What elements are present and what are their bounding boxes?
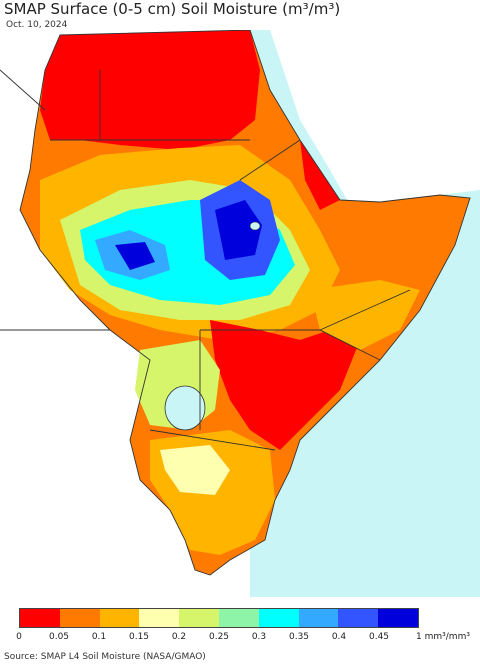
region-saturated-west <box>115 242 155 270</box>
region-dry-kenya <box>210 320 360 450</box>
outside-land-arabia <box>270 30 480 205</box>
map-title: SMAP Surface (0-5 cm) Soil Moisture (m³/… <box>4 0 341 18</box>
lake-tana <box>249 221 261 231</box>
colorbar-tick-label: 0.15 <box>128 632 150 642</box>
colorbar-tick-label: 0.4 <box>331 632 347 642</box>
source-credit: Source: SMAP L4 Soil Moisture (NASA/GMAO… <box>4 652 206 662</box>
colorbar-tick-label: 0.05 <box>48 632 70 642</box>
region-dry-east <box>300 140 340 210</box>
colorbar <box>19 608 419 628</box>
region-dry-north <box>40 30 260 150</box>
red-sea <box>250 30 345 200</box>
colorbar-swatch <box>59 609 100 627</box>
region-tanzania-green <box>160 445 230 495</box>
colorbar-swatch <box>338 609 379 627</box>
colorbar-tick-label: 0.25 <box>208 632 230 642</box>
colorbar-labels: 0 0.05 0.1 0.15 0.2 0.25 0.3 0.35 0.4 0.45 1 mm³/m… <box>0 632 480 646</box>
colorbar-tick-label: 0.3 <box>251 632 267 642</box>
colorbar-swatch <box>179 609 219 627</box>
country-borders <box>0 30 471 576</box>
colorbar-tick-label: 0 <box>16 632 22 642</box>
colorbar-swatch <box>218 609 259 627</box>
colorbar-swatch <box>258 609 299 627</box>
colorbar-tick-label: 0.1 <box>91 632 107 642</box>
colorbar-tick-label: 0.45 <box>368 632 390 642</box>
colorbar-tick-label: 0.2 <box>171 632 187 642</box>
colorbar-tick-label: 1 mm³/mm³ <box>416 632 470 642</box>
lake-victoria <box>164 385 206 431</box>
region-saturated-core <box>215 200 262 260</box>
colorbar-swatch <box>378 609 418 627</box>
map-date: Oct. 10, 2024 <box>6 20 68 30</box>
colorbar-swatch <box>139 609 180 627</box>
colorbar-tick-label: 0.35 <box>288 632 310 642</box>
colorbar-swatch <box>298 609 339 627</box>
colorbar-swatch <box>20 609 60 627</box>
colorbar-swatch <box>99 609 140 627</box>
soil-moisture-map <box>0 30 480 597</box>
